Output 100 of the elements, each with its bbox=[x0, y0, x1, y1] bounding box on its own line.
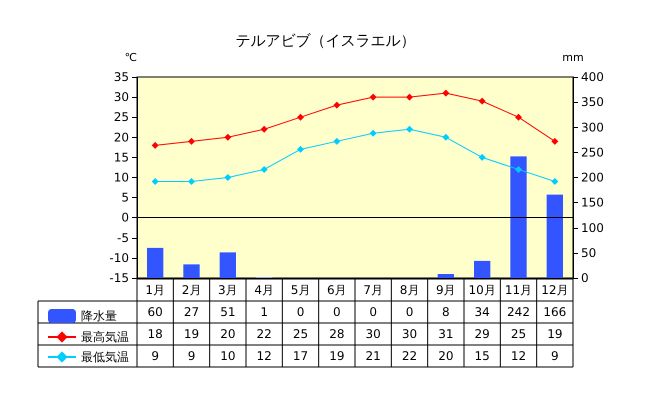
point bbox=[515, 114, 522, 121]
point bbox=[370, 130, 377, 137]
y-tick-label: -5 bbox=[117, 230, 129, 245]
y2-tick-label: 250 bbox=[581, 145, 604, 160]
x-tick-label: 11月 bbox=[504, 283, 532, 297]
y2-tick-label: 200 bbox=[581, 170, 604, 184]
bar bbox=[510, 156, 527, 278]
data-label: 60 bbox=[148, 305, 163, 319]
y2-tick-label: 350 bbox=[581, 95, 604, 110]
bar bbox=[220, 252, 236, 278]
x-tick-label: 4月 bbox=[254, 283, 274, 297]
data-label: 30 bbox=[402, 327, 418, 341]
y-tick-label: 30 bbox=[114, 90, 129, 104]
point bbox=[188, 138, 195, 145]
point bbox=[297, 114, 304, 121]
y2-tick-label: 0 bbox=[581, 271, 589, 285]
y2-tick-label: 300 bbox=[581, 120, 604, 134]
data-label: 166 bbox=[543, 305, 566, 319]
x-tick-label: 8月 bbox=[400, 283, 420, 297]
y2-tick-label: 150 bbox=[581, 196, 604, 210]
data-label: 20 bbox=[438, 349, 454, 363]
data-label: 28 bbox=[329, 327, 344, 341]
y-tick-label: 25 bbox=[114, 110, 129, 124]
x-tick-label: 6月 bbox=[327, 283, 347, 297]
data-label: 51 bbox=[220, 305, 236, 319]
data-label: 0 bbox=[369, 305, 377, 319]
point bbox=[515, 166, 522, 173]
y-tick-label: -10 bbox=[109, 250, 129, 265]
point bbox=[260, 126, 268, 133]
point bbox=[442, 90, 450, 97]
y-tick-label: 10 bbox=[114, 170, 129, 184]
x-tick-label: 10月 bbox=[468, 283, 496, 297]
x-tick-label: 7月 bbox=[363, 283, 383, 297]
x-tick-label: 12月 bbox=[541, 283, 568, 297]
point bbox=[224, 174, 232, 181]
data-label: 0 bbox=[333, 305, 341, 319]
bar bbox=[474, 260, 490, 278]
y-tick-label: -15 bbox=[109, 271, 129, 285]
point bbox=[370, 94, 377, 101]
data-label: 34 bbox=[474, 305, 490, 319]
y-tick-label: 5 bbox=[121, 190, 129, 205]
data-label: 29 bbox=[474, 327, 490, 341]
point bbox=[297, 146, 304, 153]
data-label: 12 bbox=[256, 349, 272, 363]
point bbox=[152, 178, 159, 186]
data-label: 27 bbox=[184, 305, 200, 319]
y2-tick-label: 100 bbox=[581, 220, 604, 235]
point bbox=[551, 138, 558, 145]
data-label: 25 bbox=[292, 327, 308, 341]
data-label: 9 bbox=[188, 349, 196, 363]
data-label: 0 bbox=[296, 305, 304, 319]
data-label: 25 bbox=[510, 327, 526, 341]
point bbox=[442, 134, 450, 141]
data-label: 31 bbox=[438, 327, 454, 341]
y-tick-label: 0 bbox=[121, 210, 129, 225]
x-tick-label: 9月 bbox=[436, 283, 456, 297]
data-label: 17 bbox=[292, 349, 308, 363]
data-label: 19 bbox=[184, 327, 200, 341]
y-axis-title: ℃ bbox=[124, 51, 137, 64]
data-label: 0 bbox=[406, 305, 414, 319]
y2-axis-title: mm bbox=[562, 51, 584, 64]
data-label: 12 bbox=[510, 349, 526, 363]
data-label: 10 bbox=[220, 349, 236, 363]
bar bbox=[183, 264, 200, 278]
legend-label: 最高気温 bbox=[81, 330, 129, 344]
y2-tick-label: 400 bbox=[581, 70, 604, 84]
point bbox=[188, 178, 195, 186]
data-label: 20 bbox=[220, 327, 236, 341]
data-label: 9 bbox=[551, 349, 559, 363]
data-label: 30 bbox=[366, 327, 381, 341]
data-label: 242 bbox=[507, 305, 530, 319]
y2-tick-label: 50 bbox=[581, 246, 596, 260]
chart-title: テルアビブ（イスラエル） bbox=[236, 32, 416, 50]
data-label: 22 bbox=[402, 349, 418, 363]
x-tick-label: 2月 bbox=[182, 283, 202, 297]
bar bbox=[146, 248, 164, 278]
y-tick-label: 15 bbox=[114, 150, 129, 164]
data-label: 19 bbox=[329, 349, 344, 363]
point bbox=[478, 154, 486, 161]
point bbox=[260, 166, 268, 173]
point bbox=[478, 98, 486, 105]
data-label: 19 bbox=[547, 327, 562, 341]
data-label: 8 bbox=[442, 305, 450, 319]
data-label: 22 bbox=[256, 327, 272, 341]
legend-label: 最低気温 bbox=[81, 350, 129, 364]
point bbox=[333, 102, 340, 109]
x-tick-label: 5月 bbox=[290, 283, 310, 297]
point bbox=[406, 94, 413, 101]
bar bbox=[546, 194, 564, 278]
point bbox=[224, 134, 232, 141]
point bbox=[333, 138, 340, 145]
data-label: 9 bbox=[151, 349, 159, 363]
point bbox=[551, 178, 558, 186]
point bbox=[406, 126, 413, 133]
x-tick-label: 3月 bbox=[218, 283, 238, 297]
point bbox=[152, 142, 159, 149]
x-tick-label: 1月 bbox=[145, 283, 165, 297]
data-label: 1 bbox=[260, 305, 268, 319]
y-tick-label: 20 bbox=[114, 130, 129, 144]
data-label: 15 bbox=[474, 349, 490, 363]
